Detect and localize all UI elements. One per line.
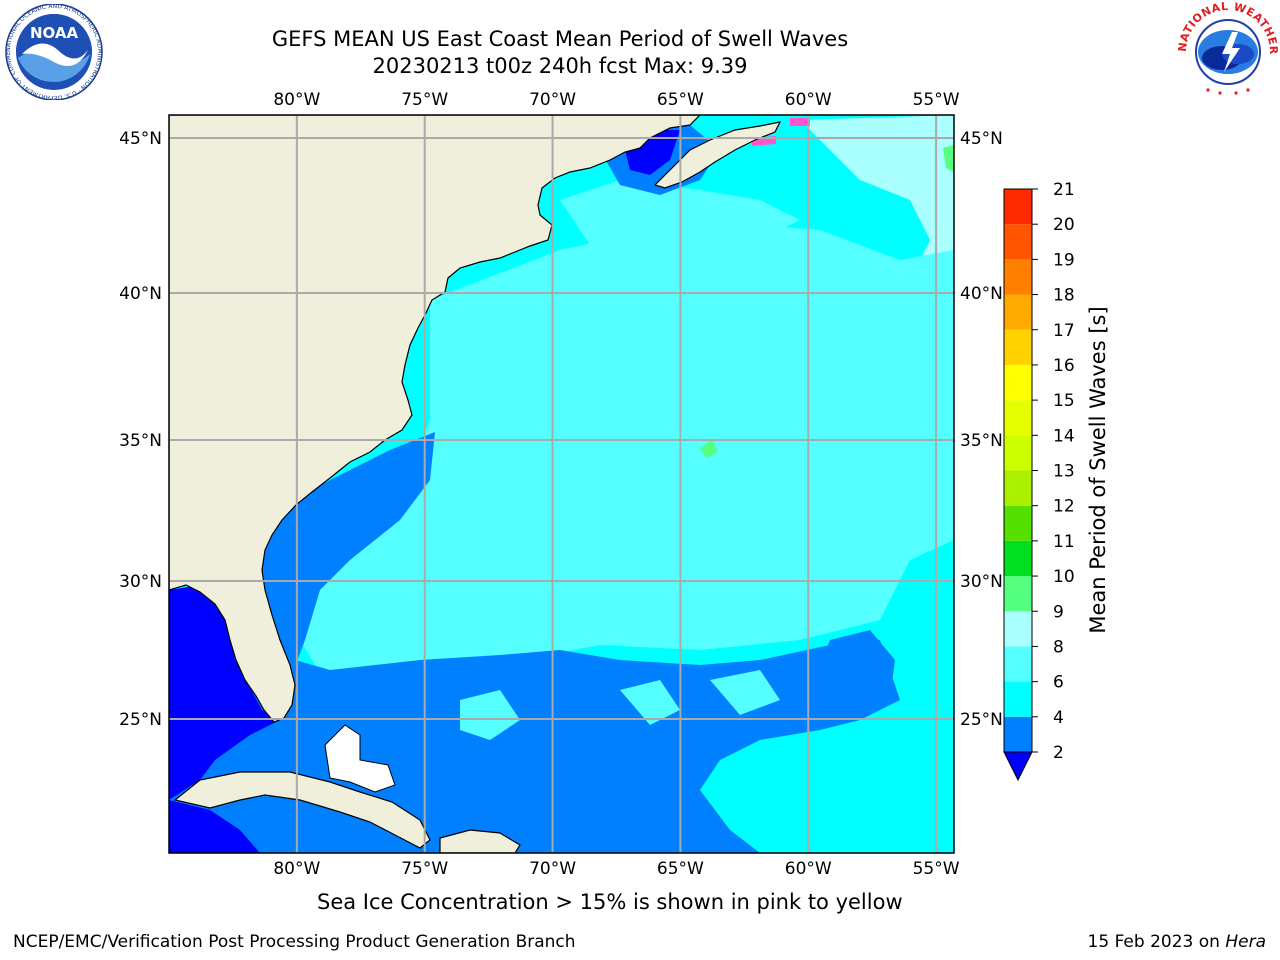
lat-label-left: 30°N — [119, 572, 162, 592]
land-bahamas — [324, 724, 396, 793]
colorbar-tick-label: 14 — [1053, 426, 1075, 446]
lon-label-bottom: 60°W — [785, 859, 832, 879]
colorbar-tick-label: 6 — [1053, 673, 1064, 693]
lat-label-right: 45°N — [960, 129, 1003, 149]
lon-label-top: 65°W — [657, 90, 704, 110]
lon-labels-top: 80°W 75°W 70°W 65°W 60°W 55°W — [273, 90, 959, 110]
period-patch-south-1 — [460, 690, 520, 740]
sea-ice-patch — [790, 118, 810, 126]
lon-labels-bottom: 80°W 75°W 70°W 65°W 60°W 55°W — [273, 859, 959, 879]
lon-label-bottom: 80°W — [273, 859, 320, 879]
colorbar-segment — [1004, 259, 1032, 295]
lat-label-right: 40°N — [960, 284, 1003, 304]
lat-label-right: 30°N — [960, 572, 1003, 592]
colorbar-segment — [1004, 435, 1032, 471]
colorbar: 2 4 6 8 9 10 11 12 13 14 15 16 17 18 19 20 21 — [1003, 180, 1075, 782]
lon-label-top: 70°W — [529, 90, 576, 110]
lat-label-left: 45°N — [119, 129, 162, 149]
colorbar-tick-label: 17 — [1053, 321, 1075, 341]
colorbar-segment — [1004, 400, 1032, 436]
colorbar-tick-label: 9 — [1053, 602, 1064, 622]
period-zone-under-2-carib — [169, 800, 260, 853]
colorbar-segment — [1004, 716, 1032, 752]
colorbar-segment — [1004, 364, 1032, 401]
footer-host: Hera — [1225, 932, 1266, 952]
lat-label-right: 25°N — [960, 710, 1003, 730]
period-zone-2-4-east — [815, 630, 895, 720]
map-plot-area — [169, 115, 954, 853]
footer-producer: NCEP/EMC/Verification Post Processing Pr… — [13, 932, 576, 952]
colorbar-tick-label: 10 — [1053, 567, 1075, 587]
colorbar-tick-label: 18 — [1053, 286, 1075, 306]
lon-label-bottom: 55°W — [913, 859, 960, 879]
nws-stars — [1206, 88, 1250, 95]
colorbar-tick-label: 4 — [1053, 708, 1064, 728]
lat-labels-left: 45°N 40°N 35°N 30°N 25°N — [119, 129, 162, 730]
colorbar-segment — [1004, 470, 1032, 506]
lat-label-left: 25°N — [119, 710, 162, 730]
noaa-wordmark: NOAA — [30, 24, 79, 42]
colorbar-under-triangle — [1003, 751, 1033, 782]
colorbar-segment — [1004, 681, 1032, 717]
colorbar-tick-label: 12 — [1053, 497, 1075, 517]
lon-label-bottom: 65°W — [657, 859, 704, 879]
lat-labels-right: 45°N 40°N 35°N 30°N 25°N — [960, 129, 1003, 730]
lon-label-bottom: 75°W — [401, 859, 448, 879]
map-title: GEFS MEAN US East Coast Mean Period of S… — [271, 27, 849, 51]
colorbar-segment — [1004, 540, 1032, 577]
footer-date: 15 Feb 2023 on Hera — [1088, 932, 1266, 952]
footer-date-text: 15 Feb 2023 on — [1087, 932, 1226, 952]
colorbar-tick-label: 15 — [1053, 391, 1075, 411]
lat-label-right: 35°N — [960, 431, 1003, 451]
lon-label-bottom: 70°W — [529, 859, 576, 879]
period-patch-south-3 — [710, 670, 780, 715]
colorbar-segment — [1004, 646, 1032, 682]
period-zone-under-2-gulf — [169, 585, 280, 800]
colorbar-segment — [1004, 505, 1032, 541]
lon-label-top: 75°W — [401, 90, 448, 110]
nws-logo: NATIONAL WEATHER SERVICE — [1178, 2, 1278, 100]
map-subtitle: 20230213 t00z 240h fcst Max: 9.39 — [372, 54, 748, 78]
colorbar-segment — [1004, 329, 1032, 365]
period-patch-south-2 — [620, 680, 680, 725]
colorbar-tick-label: 11 — [1053, 532, 1075, 552]
land-hispaniola — [439, 829, 521, 853]
colorbar-tick-label: 21 — [1053, 180, 1075, 200]
lat-label-left: 35°N — [119, 431, 162, 451]
colorbar-title: Mean Period of Swell Waves [s] — [1086, 306, 1110, 633]
period-patch-9-10-a — [700, 440, 718, 458]
colorbar-tick-label: 8 — [1053, 637, 1064, 657]
lon-label-top: 55°W — [913, 90, 960, 110]
period-zone-6-8 — [300, 220, 954, 690]
map-frame — [168, 114, 955, 854]
graticule — [169, 115, 954, 853]
land-north-america — [169, 115, 701, 723]
lon-label-top: 60°W — [785, 90, 832, 110]
colorbar-tick-label: 2 — [1053, 743, 1064, 763]
period-patch-9-10-b — [943, 145, 954, 172]
colorbar-tick-label: 19 — [1053, 250, 1075, 270]
lat-label-left: 40°N — [119, 284, 162, 304]
colorbar-tick-label: 13 — [1053, 462, 1075, 482]
colorbar-segment — [1004, 611, 1032, 647]
colorbar-segment — [1004, 294, 1032, 330]
colorbar-tick-label: 16 — [1053, 356, 1075, 376]
colorbar-segment — [1004, 224, 1032, 260]
lon-label-top: 80°W — [273, 90, 320, 110]
sea-ice-note: Sea Ice Concentration > 15% is shown in … — [317, 890, 903, 914]
colorbar-segment — [1004, 576, 1032, 612]
colorbar-tick-label: 20 — [1053, 215, 1075, 235]
noaa-logo: NATIONAL OCEANIC AND ATMOSPHERIC ADMINIS… — [2, 4, 103, 100]
colorbar-segment — [1004, 189, 1032, 225]
